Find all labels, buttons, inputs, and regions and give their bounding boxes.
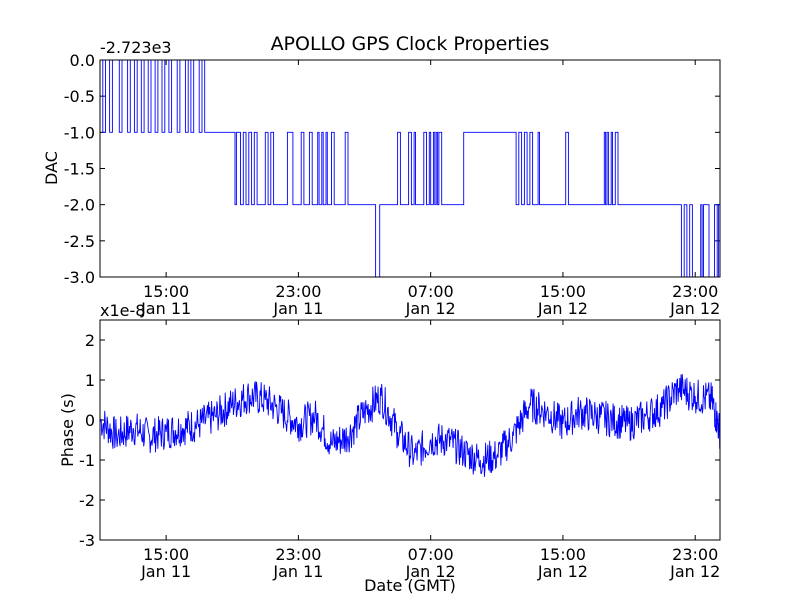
- dac-plot-frame: [99, 59, 721, 278]
- dac-x-tick-time: 23:00: [275, 282, 321, 301]
- phase-axis-label: Phase (s): [58, 393, 77, 467]
- chart-title: APOLLO GPS Clock Properties: [271, 33, 550, 55]
- phase-y-tick-label: -1: [79, 451, 95, 470]
- phase-y-tick-label: 2: [85, 331, 95, 350]
- x-axis-label: Date (GMT): [364, 576, 456, 595]
- dac-axis-label: DAC: [42, 151, 61, 185]
- dac-series: [100, 59, 720, 278]
- phase-x-tick-date: Jan 12: [405, 562, 456, 581]
- dac-y-tick-label: -3.0: [64, 268, 95, 287]
- dac-y-tick-label: -2.0: [64, 196, 95, 215]
- dac-x-tick-time: 15:00: [540, 282, 586, 301]
- phase-x-tick-date: Jan 11: [140, 562, 191, 581]
- dac-offset-label: -2.723e3: [100, 38, 172, 57]
- dac-x-tick-date: Jan 11: [272, 299, 323, 318]
- dac-y-tick-label: -2.5: [64, 232, 95, 251]
- dac-y-tick-label: 0.0: [70, 51, 95, 70]
- phase-plot-frame: [99, 319, 721, 541]
- phase-y-tick-label: -2: [79, 491, 95, 510]
- phase-x-tick-time: 07:00: [408, 545, 454, 564]
- dac-x-tick-date: Jan 12: [669, 299, 720, 318]
- phase-x-tick-date: Jan 12: [537, 562, 588, 581]
- phase-x-tick-date: Jan 11: [272, 562, 323, 581]
- dac-x-tick-date: Jan 11: [140, 299, 191, 318]
- phase-x-tick-time: 23:00: [672, 545, 718, 564]
- dac-y-tick-label: -1.0: [64, 123, 95, 142]
- dac-x-tick-time: 07:00: [408, 282, 454, 301]
- dac-x-tick-date: Jan 12: [537, 299, 588, 318]
- dac-x-tick-date: Jan 12: [405, 299, 456, 318]
- dac-y-tick-label: -0.5: [64, 87, 95, 106]
- phase-series-line: [99, 374, 721, 477]
- phase-y-tick-label: 1: [85, 371, 95, 390]
- dac-x-tick-time: 15:00: [143, 282, 189, 301]
- phase-x-tick-date: Jan 12: [669, 562, 720, 581]
- dac-series-line: [100, 59, 720, 278]
- phase-x-tick-time: 15:00: [143, 545, 189, 564]
- phase-y-tick-label: -3: [79, 531, 95, 550]
- dac-y-tick-label: -1.5: [64, 160, 95, 179]
- phase-x-tick-time: 15:00: [540, 545, 586, 564]
- phase-y-tick-label: 0: [85, 411, 95, 430]
- dac-x-tick-time: 23:00: [672, 282, 718, 301]
- phase-offset-label: x1e-8: [100, 301, 145, 320]
- phase-series: [99, 374, 721, 477]
- phase-x-tick-time: 23:00: [275, 545, 321, 564]
